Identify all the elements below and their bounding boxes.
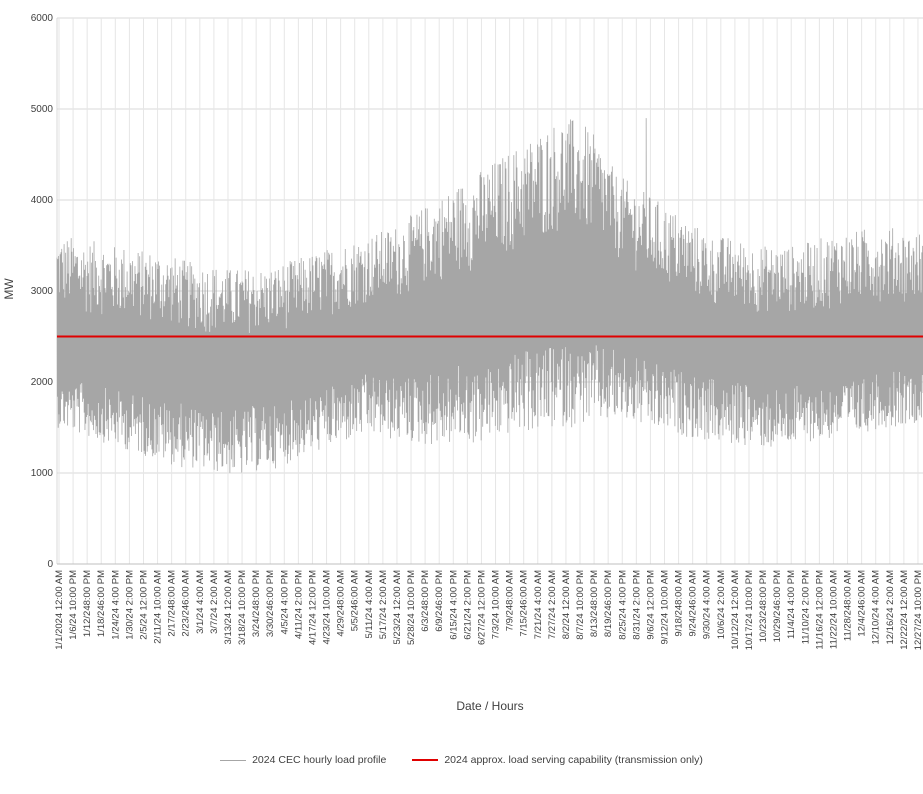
x-tick-label: 3/13/24 12:00 AM — [223, 570, 234, 645]
x-tick-label: 5/23/24 12:00 AM — [392, 570, 403, 645]
series-cec-hourly-load — [56, 118, 923, 473]
x-tick-label: 1/6/24 10:00 PM — [68, 570, 79, 640]
x-tick-label: 5/28/24 10:00 PM — [406, 570, 417, 645]
x-tick-label: 11/4/24 4:00 PM — [786, 570, 797, 639]
x-tick-label: 12/22/24 12:00 AM — [899, 570, 910, 650]
legend-item-capability: 2024 approx. load serving capability (tr… — [412, 754, 703, 766]
chart-legend: 2024 CEC hourly load profile 2024 approx… — [0, 750, 923, 770]
x-tick-label: 11/10/24 2:00 PM — [800, 570, 811, 644]
x-tick-label: 1/1/2024 12:00 AM — [54, 570, 65, 650]
x-axis-title: Date / Hours — [456, 699, 523, 713]
legend-label-capability: 2024 approx. load serving capability (tr… — [444, 754, 703, 766]
x-tick-label: 1/30/24 2:00 PM — [124, 570, 135, 640]
x-tick-label: 9/18/248:00 AM — [674, 570, 685, 637]
x-tick-label: 7/21/24 4:00 AM — [533, 570, 544, 639]
x-tick-label: 12/16/24 2:00 AM — [885, 570, 896, 645]
x-tick-label: 8/19/246:00 PM — [603, 570, 614, 637]
y-tick-label: 5000 — [31, 104, 54, 115]
x-tick-label: 6/15/24 4:00 PM — [448, 570, 459, 640]
x-tick-label: 4/17/24 12:00 PM — [307, 570, 318, 645]
x-tick-label: 1/24/24 4:00 PM — [110, 570, 121, 640]
x-tick-label: 7/3/24 10:00 AM — [491, 570, 502, 639]
x-tick-label: 4/29/248:00 AM — [336, 570, 347, 637]
x-tick-label: 2/17/248:00 AM — [167, 570, 178, 637]
y-axis-title: MW — [2, 278, 16, 300]
x-tick-label: 3/18/24 10:00 PM — [237, 570, 248, 645]
x-tick-label: 8/31/24 2:00 PM — [631, 570, 642, 640]
x-tick-label: 10/23/248:00 PM — [758, 570, 769, 642]
x-tick-label: 12/27/24 10:00 PM — [913, 570, 923, 650]
x-tick-label: 6/21/24 2:00 PM — [462, 570, 473, 640]
x-tick-label: 5/17/24 2:00 AM — [378, 570, 389, 639]
y-tick-label: 4000 — [31, 195, 54, 206]
x-tick-label: 9/30/24 4:00 AM — [702, 570, 713, 639]
x-tick-label: 8/13/248:00 PM — [589, 570, 600, 637]
x-tick-label: 10/6/24 2:00 AM — [716, 570, 727, 639]
x-tick-label: 9/12/24 10:00 AM — [660, 570, 671, 645]
x-tick-label: 6/27/24 12:00 PM — [476, 570, 487, 645]
x-tick-label: 3/24/248:00 PM — [251, 570, 262, 637]
x-tick-label: 2/23/246:00 AM — [181, 570, 192, 637]
legend-label-cec-load: 2024 CEC hourly load profile — [252, 754, 387, 766]
x-tick-label: 10/12/24 12:00 AM — [730, 570, 741, 650]
x-tick-label: 6/3/248:00 PM — [420, 570, 431, 632]
legend-item-cec-load: 2024 CEC hourly load profile — [220, 754, 386, 766]
x-tick-label: 7/9/248:00 AM — [505, 570, 516, 631]
x-tick-label: 4/11/24 2:00 PM — [293, 570, 304, 639]
x-tick-label: 8/25/24 4:00 PM — [617, 570, 628, 640]
load-profile-chart: 0 1000 2000 3000 4000 5000 6000 1/1/2024 12:00… — [2, 13, 923, 713]
x-tick-label: 3/7/24 2:00 AM — [209, 570, 220, 634]
x-tick-label: 5/5/246:00 AM — [350, 570, 361, 631]
x-tick-label: 7/15/246:00 AM — [519, 570, 530, 637]
x-tick-label: 8/2/24 12:00 AM — [561, 570, 572, 639]
x-tick-label: 1/18/246:00 PM — [96, 570, 107, 637]
x-tick-label: 9/6/24 12:00 PM — [645, 570, 656, 640]
x-tick-label: 11/22/24 10:00 AM — [828, 570, 839, 649]
x-tick-label: 10/29/246:00 PM — [772, 570, 783, 642]
x-tick-label: 9/24/246:00 AM — [688, 570, 699, 637]
x-tick-label: 12/10/24 4:00 AM — [871, 570, 882, 645]
x-tick-label: 11/28/248:00 AM — [843, 570, 854, 641]
x-tick-label: 3/1/24 4:00 AM — [195, 570, 206, 634]
x-tick-label: 6/9/246:00 PM — [434, 570, 445, 632]
x-tick-label: 1/12/248:00 PM — [82, 570, 93, 637]
x-tick-label: 3/30/246:00 PM — [265, 570, 276, 637]
x-tick-label: 11/16/24 12:00 PM — [814, 570, 825, 650]
y-tick-label: 0 — [47, 559, 53, 570]
x-tick-label: 5/11/24 4:00 AM — [364, 570, 375, 639]
y-tick-label: 1000 — [31, 468, 54, 479]
x-tick-label: 4/23/24 10:00 AM — [322, 570, 333, 645]
x-tick-label: 2/5/24 12:00 PM — [138, 570, 149, 640]
y-tick-label: 3000 — [31, 286, 54, 297]
load-profile-line — [56, 118, 923, 473]
x-axis-ticks: 1/1/2024 12:00 AM 1/6/24 10:00 PM 1/12/248… — [54, 570, 923, 650]
x-tick-label: 4/5/24 4:00 PM — [279, 570, 290, 635]
y-axis-ticks: 0 1000 2000 3000 4000 5000 6000 — [31, 13, 54, 570]
y-tick-label: 6000 — [31, 13, 54, 24]
x-tick-label: 12/4/246:00 AM — [857, 570, 868, 637]
legend-swatch-red-line — [412, 759, 439, 761]
x-tick-label: 2/11/24 10:00 AM — [153, 570, 164, 644]
x-tick-label: 7/27/24 2:00 AM — [547, 570, 558, 639]
legend-swatch-gray-line — [220, 759, 247, 761]
y-tick-label: 2000 — [31, 377, 54, 388]
x-tick-label: 10/17/24 10:00 PM — [744, 570, 755, 650]
grid-lines — [56, 17, 923, 565]
x-tick-label: 8/7/24 10:00 PM — [575, 570, 586, 640]
